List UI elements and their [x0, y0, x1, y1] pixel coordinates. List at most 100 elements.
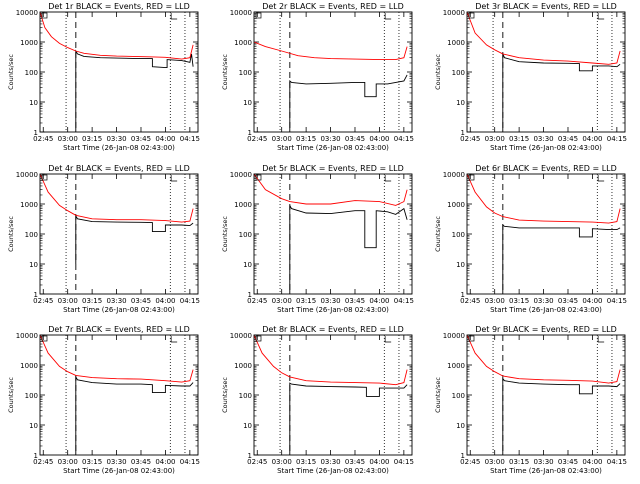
x-tick-label: 03:45 [345, 458, 365, 466]
x-tick-label: 04:15 [607, 297, 627, 305]
lld-series-line [39, 334, 194, 383]
panel-7: Det 7r BLACK = Events, RED = LLD 1 10 100 10… [7, 325, 200, 475]
x-tick-label: 03:45 [558, 135, 578, 143]
x-tick-label: 03:45 [345, 297, 365, 305]
x-tick-label: 03:00 [485, 297, 505, 305]
plot-frame [466, 11, 626, 133]
x-tick-label: 02:45 [460, 458, 480, 466]
corner-marker [468, 12, 475, 19]
panel-title: Det 8r BLACK = Events, RED = LLD [262, 325, 404, 334]
panel-title: Det 6r BLACK = Events, RED = LLD [475, 164, 617, 173]
x-tick-label: 03:15 [82, 297, 102, 305]
plot-frame [39, 173, 199, 295]
plot-frame [466, 173, 626, 295]
events-series-line [289, 205, 408, 294]
panel-6: Det 6r BLACK = Events, RED = LLD 1 10 100 10… [434, 164, 627, 314]
y-tick-label: 1000 [447, 362, 465, 370]
y-tick-label: 100 [239, 231, 252, 239]
x-tick-label: 03:00 [58, 135, 78, 143]
y-tick-label: 1 [248, 452, 252, 460]
corner-marker [597, 175, 605, 182]
x-tick-label: 03:30 [320, 135, 340, 143]
x-tick-label: 03:30 [106, 135, 126, 143]
events-series-line [289, 74, 408, 132]
corner-marker [41, 335, 48, 342]
y-tick-label: 100 [239, 392, 252, 400]
x-tick-label: 03:45 [131, 135, 151, 143]
corner-marker [597, 13, 605, 20]
x-tick-label: 04:00 [155, 135, 175, 143]
events-series-line [502, 377, 621, 455]
y-tick-label: 1000 [447, 39, 465, 47]
y-tick-label: 1 [461, 452, 465, 460]
lld-series-line [39, 11, 194, 60]
x-tick-label: 03:45 [558, 458, 578, 466]
x-tick-label: 03:15 [509, 297, 529, 305]
x-tick-label: 04:15 [394, 458, 414, 466]
x-tick-label: 03:30 [533, 135, 553, 143]
y-tick-label: 1 [461, 129, 465, 137]
y-tick-label: 10000 [443, 332, 465, 340]
y-tick-label: 1 [34, 129, 38, 137]
x-tick-label: 02:45 [33, 135, 53, 143]
x-tick-label: 04:15 [607, 458, 627, 466]
panel-4: Det 4r BLACK = Events, RED = LLD 1 10 100 10… [7, 164, 200, 314]
x-tick-label: 03:15 [509, 458, 529, 466]
y-tick-label: 10 [29, 422, 38, 430]
corner-marker [468, 335, 475, 342]
lld-series-line [253, 334, 408, 386]
lld-series-line [253, 41, 408, 61]
corner-marker [41, 12, 48, 19]
x-tick-label: 03:15 [296, 135, 316, 143]
corner-marker [384, 13, 392, 20]
x-tick-label: 04:00 [369, 135, 389, 143]
corner-marker [170, 175, 178, 182]
x-axis-label: Start Time (26-Jan-08 02:43:00) [277, 306, 389, 314]
x-axis-label: Start Time (26-Jan-08 02:43:00) [490, 144, 602, 152]
panel-title: Det 1r BLACK = Events, RED = LLD [48, 2, 190, 11]
x-tick-label: 03:00 [272, 297, 292, 305]
y-tick-label: 10000 [16, 171, 38, 179]
x-tick-label: 03:00 [272, 135, 292, 143]
lld-series-line [466, 334, 621, 384]
corner-marker [170, 336, 178, 343]
x-tick-label: 04:00 [582, 458, 602, 466]
y-tick-label: 10000 [230, 171, 252, 179]
x-tick-label: 03:15 [296, 297, 316, 305]
x-tick-label: 02:45 [33, 297, 53, 305]
y-axis-label: Counts/sec [7, 216, 15, 252]
y-tick-label: 100 [452, 231, 465, 239]
panel-5: Det 5r BLACK = Events, RED = LLD 1 10 100 10… [221, 164, 414, 314]
x-tick-label: 03:45 [131, 458, 151, 466]
panel-title: Det 2r BLACK = Events, RED = LLD [262, 2, 404, 11]
y-tick-label: 10000 [230, 332, 252, 340]
x-axis-label: Start Time (26-Jan-08 02:43:00) [490, 306, 602, 314]
y-tick-label: 10000 [443, 9, 465, 17]
x-tick-label: 04:15 [394, 297, 414, 305]
x-tick-label: 03:15 [296, 458, 316, 466]
x-tick-label: 04:00 [582, 135, 602, 143]
corner-marker [597, 336, 605, 343]
y-tick-label: 1000 [20, 39, 38, 47]
y-tick-label: 10 [456, 261, 465, 269]
x-tick-label: 03:30 [320, 458, 340, 466]
events-series-line [75, 214, 194, 264]
lld-series-line [466, 11, 621, 65]
y-tick-label: 10 [243, 99, 252, 107]
y-tick-label: 1 [34, 452, 38, 460]
y-tick-label: 100 [239, 69, 252, 77]
y-tick-label: 1000 [234, 362, 252, 370]
x-tick-label: 03:00 [58, 458, 78, 466]
events-series-line [75, 49, 194, 132]
y-axis-label: Counts/sec [221, 377, 229, 413]
x-tick-label: 03:45 [345, 135, 365, 143]
y-tick-label: 100 [452, 392, 465, 400]
x-axis-label: Start Time (26-Jan-08 02:43:00) [63, 144, 175, 152]
x-tick-label: 03:15 [82, 458, 102, 466]
y-tick-label: 10 [29, 99, 38, 107]
x-tick-label: 02:45 [460, 135, 480, 143]
corner-marker [41, 174, 48, 181]
x-tick-label: 03:30 [320, 297, 340, 305]
x-tick-label: 02:45 [247, 458, 267, 466]
